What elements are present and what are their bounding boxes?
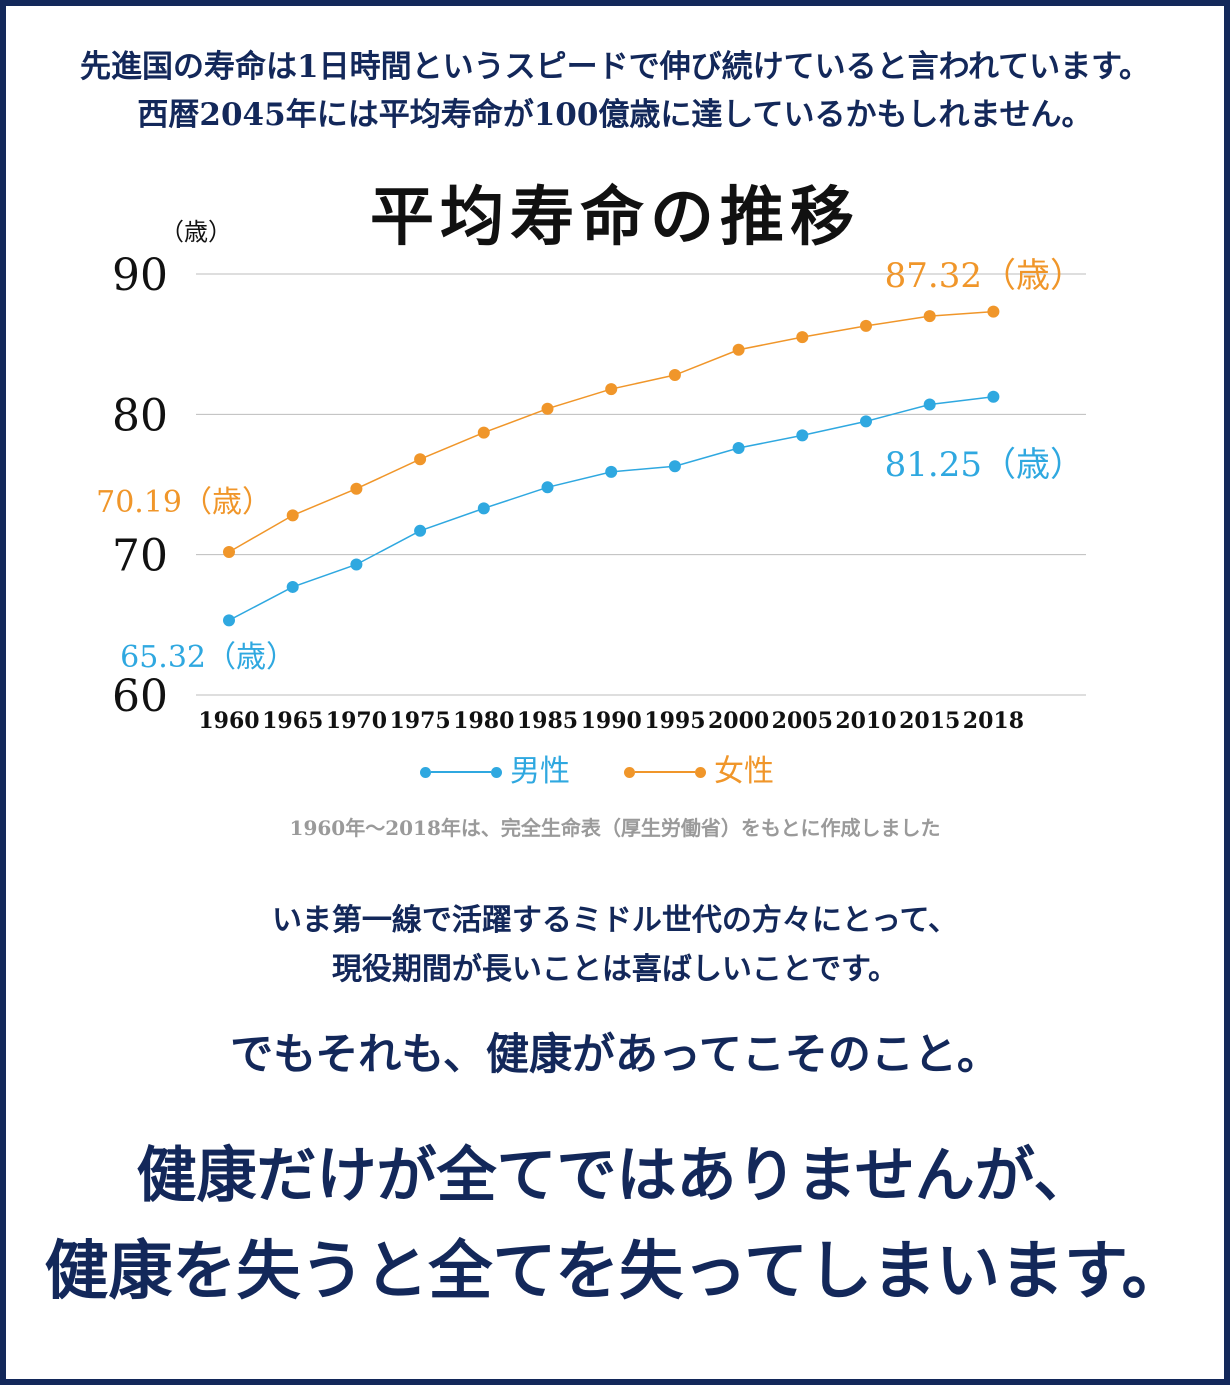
x-tick-label: 1965 — [262, 708, 323, 734]
data-point-female — [987, 305, 1000, 318]
source-note: 1960年〜2018年は、完全生命表（厚生労働省）をもとに作成しました — [289, 816, 941, 840]
data-point-female — [414, 453, 427, 466]
x-tick-label: 1985 — [517, 708, 578, 734]
legend-female-label: 女性 — [714, 754, 774, 789]
closing-line-2-wrap: 健康を失うと全てを失ってしまいます。 — [0, 1240, 1230, 1310]
y-axis-unit-label: （歳） — [160, 218, 232, 246]
closing-line-2: 健康を失うと全てを失ってしまいます。 — [44, 1240, 1186, 1310]
highlight-text: でもそれも、健康があってこそのこと。 — [230, 1034, 1000, 1083]
legend-male-label: 男性 — [510, 754, 570, 789]
data-point-female — [350, 482, 363, 495]
chart-annotations: 87.32（歳） 81.25（歳） 70.19（歳） 65.32（歳） — [96, 256, 1084, 675]
x-tick-label: 1975 — [389, 708, 450, 734]
x-tick-label: 1970 — [326, 708, 387, 734]
data-point-female — [923, 310, 936, 323]
annotation-label: 65.32（歳） — [120, 640, 296, 675]
annotation-label: 87.32（歳） — [885, 256, 1084, 296]
life-expectancy-chart: 60 70 80 90 1960 1965 1970 1975 1980 1985 1990 199… — [96, 218, 1086, 734]
data-point-female — [477, 426, 490, 439]
chart-title: 平均寿命の推移 — [370, 180, 860, 255]
y-tick-label: 80 — [112, 390, 168, 441]
data-point-male — [923, 398, 936, 411]
data-point-male — [605, 465, 618, 478]
chart-gridlines — [196, 273, 1086, 696]
legend-female-line-icon — [635, 771, 695, 773]
data-point-female — [668, 369, 681, 382]
x-tick-label: 1995 — [644, 708, 705, 734]
chart-y-ticks: 60 70 80 90 — [112, 250, 168, 722]
data-point-female — [605, 383, 618, 396]
data-point-male — [477, 502, 490, 515]
data-point-female — [286, 509, 299, 522]
closing-line-1: 健康だけが全てではありませんが、 — [136, 1141, 1094, 1211]
data-point-male — [541, 481, 554, 494]
highlight-line: でもそれも、健康があってこそのこと。 — [0, 1034, 1230, 1083]
chart-x-ticks: 1960 1965 1970 1975 1980 1985 1990 1995 2000 2005… — [198, 708, 1024, 734]
legend-female-dot-icon — [695, 766, 706, 778]
series-line-female — [228, 310, 994, 553]
chart-series — [223, 305, 1000, 627]
data-point-male — [350, 558, 363, 571]
annotation-label: 81.25（歳） — [885, 445, 1084, 485]
y-tick-label: 70 — [112, 531, 168, 582]
x-tick-label: 2010 — [835, 708, 896, 734]
y-tick-label: 90 — [112, 250, 168, 301]
data-point-male — [668, 460, 681, 473]
intro-line-2: 西暦2045年には平均寿命が100億歳に達しているかもしれません。 — [137, 97, 1093, 133]
annotation-label: 70.19（歳） — [96, 485, 272, 520]
data-point-female — [541, 402, 554, 415]
y-tick-label: 60 — [112, 671, 168, 722]
highlight-text-content: でもそれも、健康があってこそのこと。 — [230, 1030, 1000, 1080]
data-point-male — [286, 580, 299, 593]
data-point-male — [987, 390, 1000, 403]
data-point-male — [223, 614, 235, 627]
x-tick-label: 2015 — [899, 708, 960, 734]
legend-male: 男性 — [420, 752, 570, 792]
x-tick-label: 2018 — [963, 708, 1024, 734]
data-point-male — [796, 429, 809, 442]
legend-female-dot-icon — [624, 766, 635, 778]
x-tick-label: 1960 — [198, 708, 259, 734]
message-line-2: 現役期間が長いことは喜ばしいことです。 — [331, 952, 899, 987]
x-tick-label: 2000 — [708, 708, 769, 734]
legend-male-dot-icon — [491, 766, 502, 778]
x-tick-label: 2005 — [772, 708, 833, 734]
closing-line-2-content: 健康を失うと全てを失ってしまいます。 — [44, 1234, 1186, 1309]
x-tick-label: 1990 — [581, 708, 642, 734]
intro-line-1: 先進国の寿命は1日時間というスピードで伸び続けていると言われています。 — [80, 49, 1150, 85]
message-line-1: いま第一線で活躍するミドル世代の方々にとって、 — [271, 903, 959, 938]
legend-female: 女性 — [624, 752, 774, 792]
legend-male-dot-icon — [420, 766, 431, 778]
data-point-male — [732, 442, 745, 455]
legend-male-line-icon — [431, 771, 491, 773]
data-point-male — [860, 415, 872, 428]
x-tick-label: 1980 — [453, 708, 514, 734]
data-point-female — [860, 319, 872, 332]
data-point-female — [732, 343, 745, 356]
data-point-female — [796, 331, 809, 344]
data-point-female — [223, 546, 235, 559]
series-line-male — [228, 396, 994, 622]
data-point-male — [414, 524, 427, 537]
